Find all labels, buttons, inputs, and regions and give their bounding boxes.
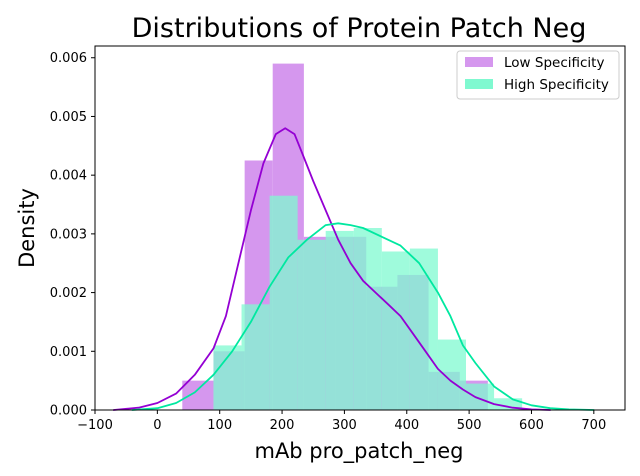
hist-bar-low-specificity — [182, 380, 214, 410]
x-tick-label: 200 — [270, 418, 295, 433]
y-tick-label: 0.005 — [50, 110, 87, 125]
bars-high-specificity — [213, 195, 523, 410]
hist-bar-high-specificity — [213, 345, 242, 410]
hist-bar-high-specificity — [325, 230, 354, 410]
x-tick-label: 400 — [394, 418, 419, 433]
hist-bar-high-specificity — [353, 228, 382, 410]
hist-bar-high-specificity — [297, 239, 326, 410]
y-axis-title: Density — [15, 188, 39, 268]
legend-swatch-high-specificity — [465, 79, 493, 89]
x-tick-label: 600 — [519, 418, 544, 433]
y-tick-label: 0.002 — [50, 286, 87, 301]
y-tick-label: 0.004 — [50, 169, 87, 184]
legend-label-low-specificity: Low Specificity — [504, 55, 604, 71]
x-tick-label: 300 — [332, 418, 357, 433]
legend: Low Specificity High Specificity — [456, 50, 620, 100]
y-tick-label: 0.001 — [50, 345, 87, 360]
plot-frame — [94, 45, 626, 411]
hist-bar-high-specificity — [409, 248, 438, 410]
legend-swatch-low-specificity — [465, 57, 493, 67]
y-axis: 0.000 0.001 0.002 0.003 0.004 0.005 0.006 — [50, 51, 95, 419]
kde-lines — [112, 127, 595, 411]
x-tick-label: 500 — [457, 418, 482, 433]
hist-bar-high-specificity — [381, 251, 410, 410]
x-tick-label: 700 — [581, 418, 606, 433]
legend-frame — [456, 50, 620, 100]
y-tick-label: 0.003 — [50, 227, 87, 242]
x-tick-label: −100 — [77, 418, 113, 433]
hist-bar-high-specificity — [269, 195, 298, 410]
hist-bar-high-specificity — [437, 339, 466, 410]
y-tick-label: 0.000 — [50, 404, 87, 419]
y-tick-label: 0.006 — [50, 51, 87, 66]
hist-bar-high-specificity — [494, 398, 523, 410]
hist-bar-high-specificity — [466, 383, 495, 410]
chart-title: Distributions of Protein Patch Neg — [132, 13, 587, 44]
legend-label-high-specificity: High Specificity — [504, 77, 609, 93]
x-tick-label: 0 — [153, 418, 161, 433]
kde-line-high-specificity — [131, 222, 595, 411]
x-axis-title: mAb pro_patch_neg — [254, 439, 463, 464]
hist-bar-high-specificity — [241, 304, 270, 410]
x-tick-label: 100 — [207, 418, 232, 433]
x-axis: −100 0 100 200 300 400 500 600 700 — [77, 410, 606, 433]
